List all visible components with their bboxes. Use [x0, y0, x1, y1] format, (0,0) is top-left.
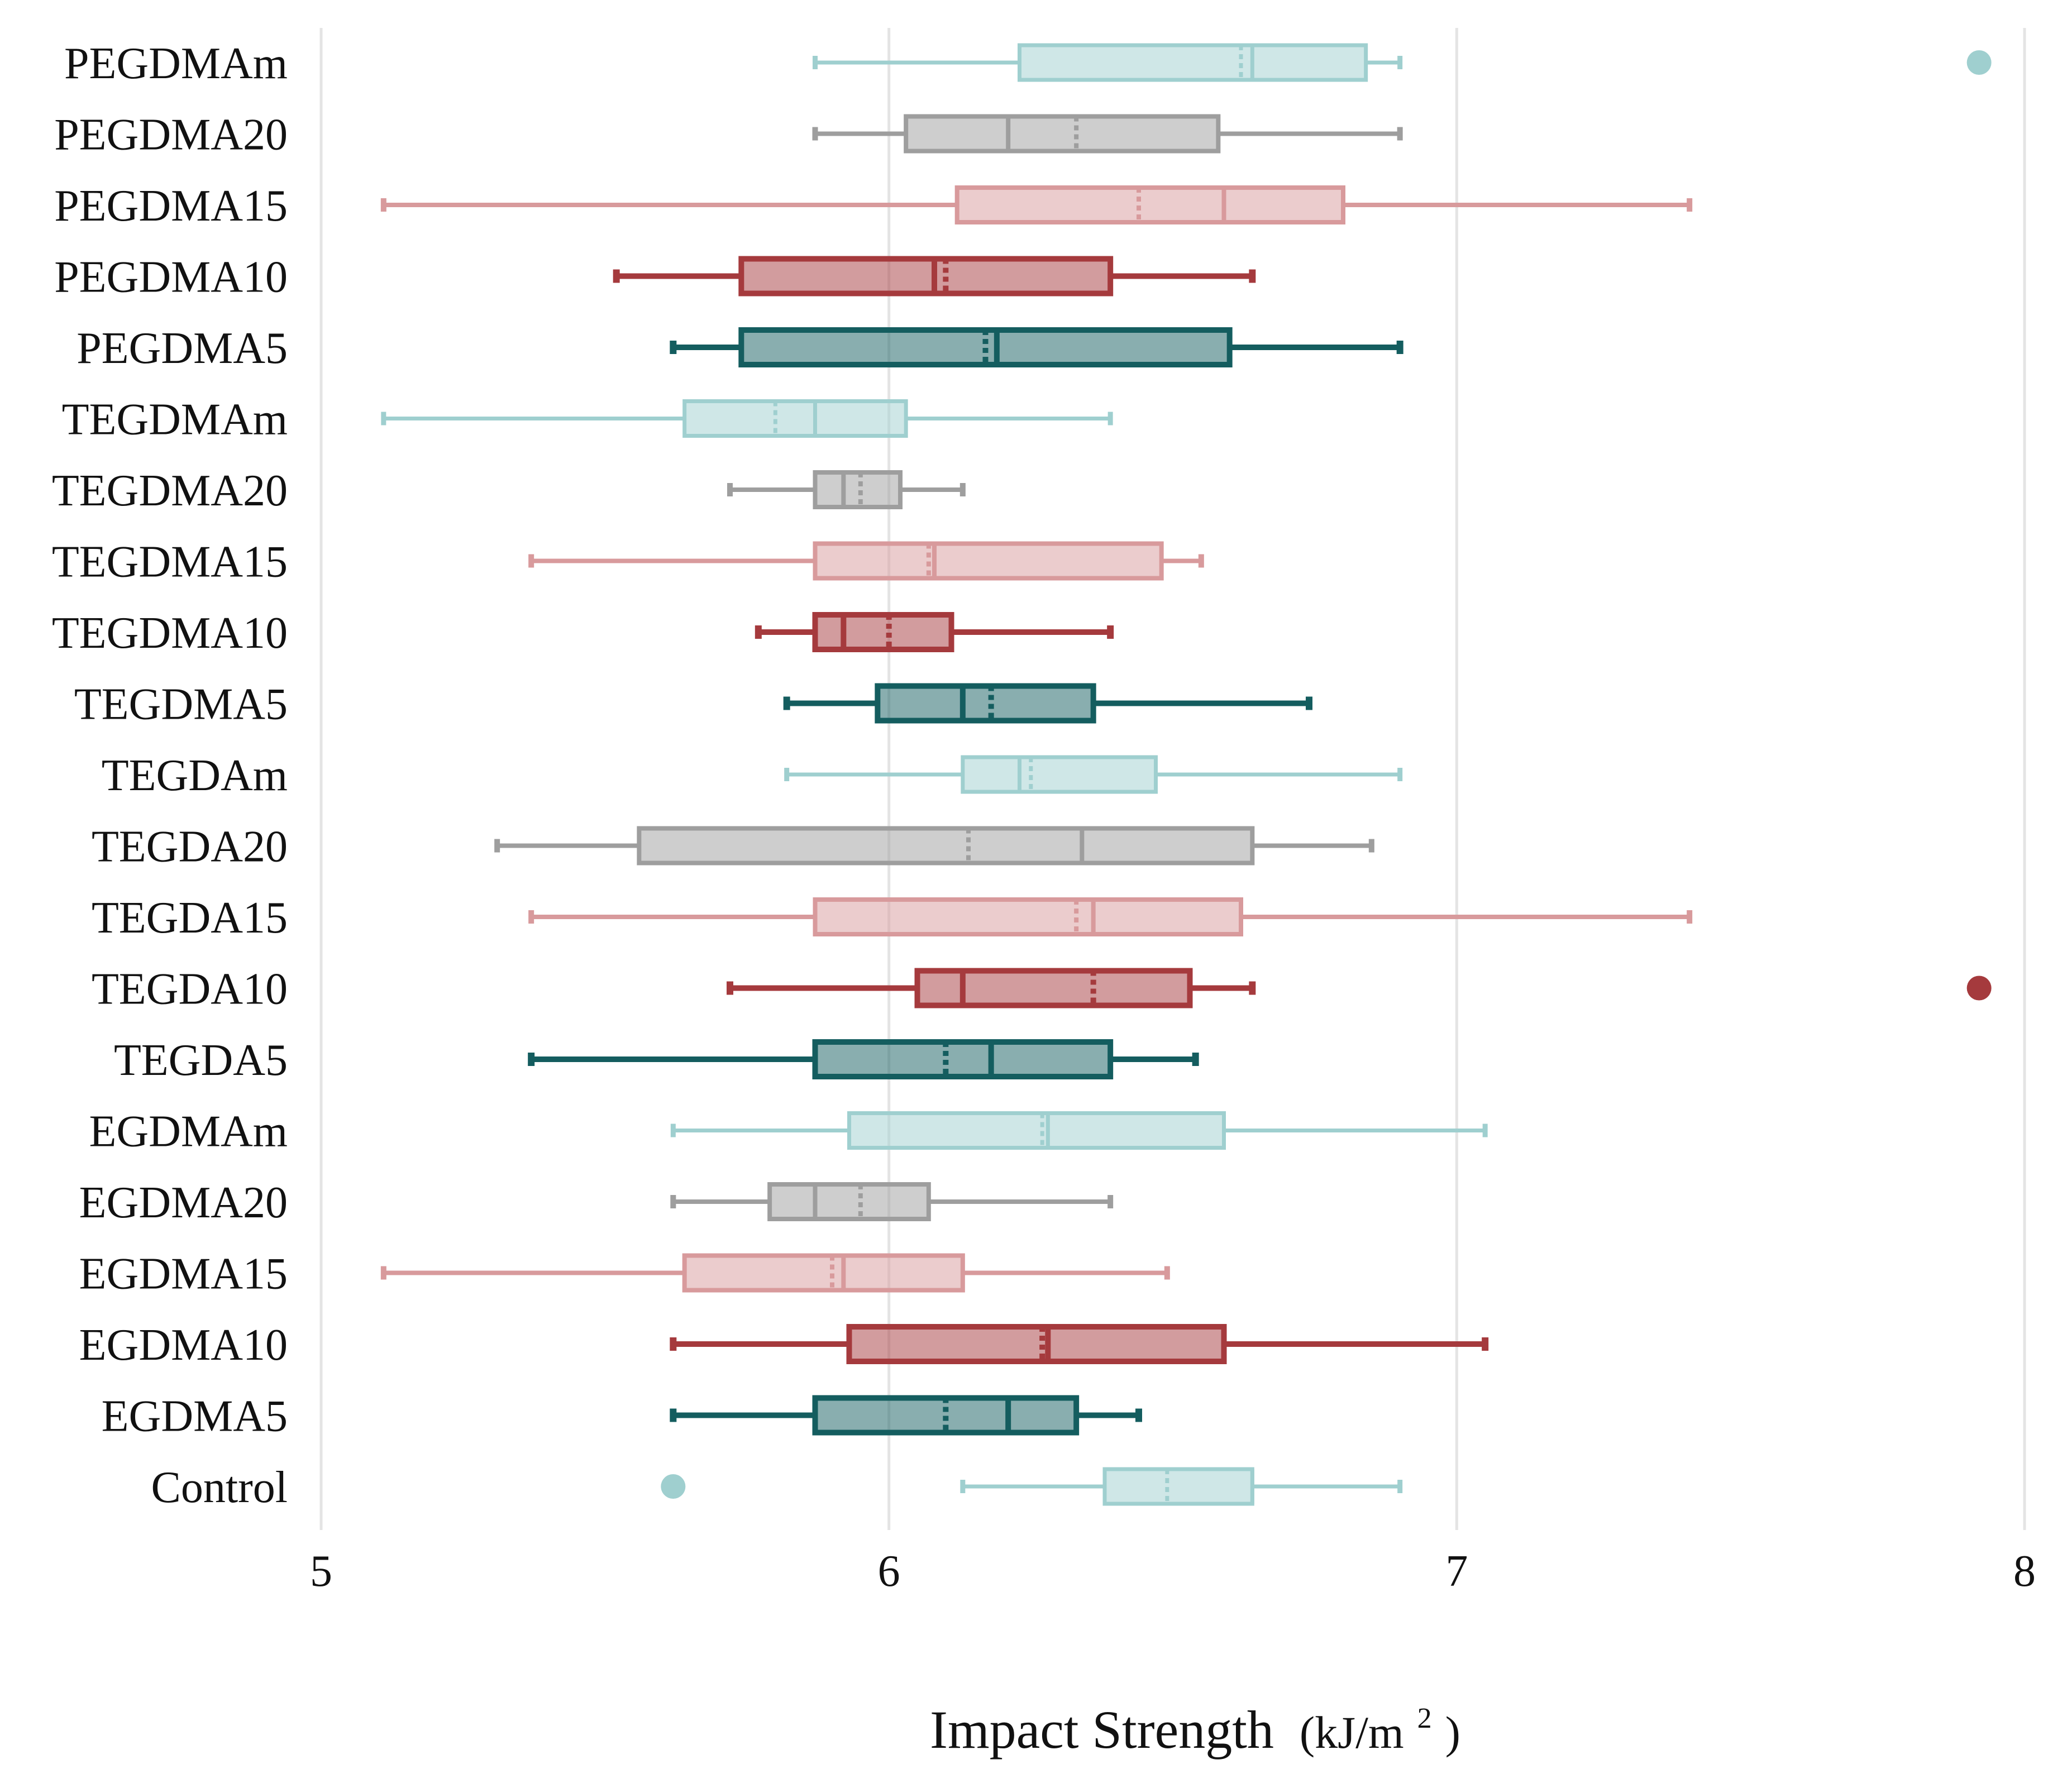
box-egdma20	[670, 1182, 1114, 1221]
x-axis-title: Impact Strength (kJ/m 2 )	[930, 1680, 1460, 1760]
category-label-pegdmam: PEGDMAm	[64, 39, 288, 88]
category-label-tegdma5: TEGDMA5	[74, 680, 288, 729]
category-label-tegda10: TEGDA10	[92, 965, 288, 1014]
iqr-box	[767, 1182, 931, 1221]
iqr-box	[846, 1324, 1227, 1364]
category-label-tegdam: TEGDAm	[102, 751, 288, 800]
category-label-egdma10: EGDMA10	[79, 1321, 288, 1370]
x-tick-label-8: 8	[2013, 1547, 2036, 1596]
iqr-box	[637, 826, 1255, 866]
category-label-tegdma20: TEGDMA20	[52, 466, 288, 515]
box-egdma10	[670, 1324, 1489, 1364]
outlier-point	[661, 1474, 686, 1499]
iqr-box	[813, 897, 1243, 936]
box-egdmam	[670, 1111, 1488, 1150]
x-axis-title-text: Impact Strength	[930, 1700, 1274, 1760]
box-tegdam	[784, 755, 1403, 794]
iqr-box	[914, 968, 1193, 1008]
x-axis-ticks: 5 6 7 8	[310, 1547, 2036, 1596]
x-axis-unit-close: )	[1445, 1707, 1460, 1758]
x-tick-label-5: 5	[310, 1547, 332, 1596]
box-pegdma20	[812, 114, 1403, 154]
category-label-pegdma15: PEGDMA15	[54, 181, 288, 231]
x-axis-unit: (kJ/m	[1300, 1707, 1404, 1758]
iqr-box	[812, 1039, 1114, 1079]
grid-lines	[319, 28, 2026, 1530]
iqr-box	[813, 470, 903, 509]
iqr-box	[875, 683, 1096, 724]
category-label-egdmam: EGDMAm	[89, 1107, 288, 1156]
box-tegdma10	[755, 612, 1114, 652]
iqr-box	[961, 755, 1158, 794]
category-label-tegda15: TEGDA15	[92, 893, 288, 943]
box-series	[380, 43, 1992, 1506]
category-label-pegdma20: PEGDMA20	[54, 111, 288, 160]
category-label-egdma20: EGDMA20	[79, 1178, 288, 1227]
iqr-box	[682, 1253, 965, 1293]
box-pegdma10	[613, 256, 1256, 297]
box-tegdmam	[381, 399, 1113, 438]
x-tick-label-7: 7	[1445, 1547, 1468, 1596]
iqr-box	[738, 256, 1114, 297]
category-label-pegdma5: PEGDMA5	[77, 324, 288, 373]
x-axis-unit-superscript: 2	[1417, 1703, 1432, 1734]
category-label-pegdma10: PEGDMA10	[54, 253, 288, 302]
category-label-tegdmam: TEGDMAm	[62, 395, 288, 444]
iqr-box	[813, 541, 1164, 581]
iqr-box	[847, 1111, 1226, 1150]
box-tegda20	[494, 826, 1374, 866]
category-label-tegda20: TEGDA20	[92, 823, 288, 872]
iqr-box	[904, 114, 1221, 154]
box-pegdma5	[670, 327, 1403, 367]
box-tegdma5	[783, 683, 1312, 724]
category-label-egdma5: EGDMA5	[102, 1392, 288, 1441]
iqr-box	[812, 612, 954, 652]
category-label-tegdma15: TEGDMA15	[52, 538, 288, 587]
iqr-box	[1018, 43, 1368, 82]
category-labels: PEGDMAm PEGDMA20 PEGDMA15 PEGDMA10 PEGDMA5 TE…	[52, 39, 288, 1512]
outlier-point	[1966, 976, 1992, 1001]
box-tegda15	[528, 897, 1693, 936]
box-pegdmam	[813, 43, 1992, 82]
category-label-tegdma10: TEGDMA10	[52, 609, 288, 658]
outlier-point	[1966, 50, 1992, 75]
box-egdma15	[380, 1253, 1170, 1293]
iqr-box	[1102, 1467, 1254, 1506]
box-egdma5	[670, 1395, 1142, 1436]
x-tick-label-6: 6	[878, 1547, 900, 1596]
category-label-egdma15: EGDMA15	[79, 1250, 288, 1299]
box-control	[661, 1467, 1403, 1506]
box-tegdma20	[727, 470, 966, 509]
box-pegdma15	[380, 185, 1693, 224]
box-tegdma15	[528, 541, 1204, 581]
category-label-tegda5: TEGDA5	[114, 1036, 288, 1085]
iqr-box	[954, 185, 1345, 224]
box-tegda10	[727, 968, 1992, 1008]
category-label-control: Control	[151, 1463, 288, 1512]
box-tegda5	[528, 1039, 1199, 1079]
iqr-box	[682, 399, 908, 438]
